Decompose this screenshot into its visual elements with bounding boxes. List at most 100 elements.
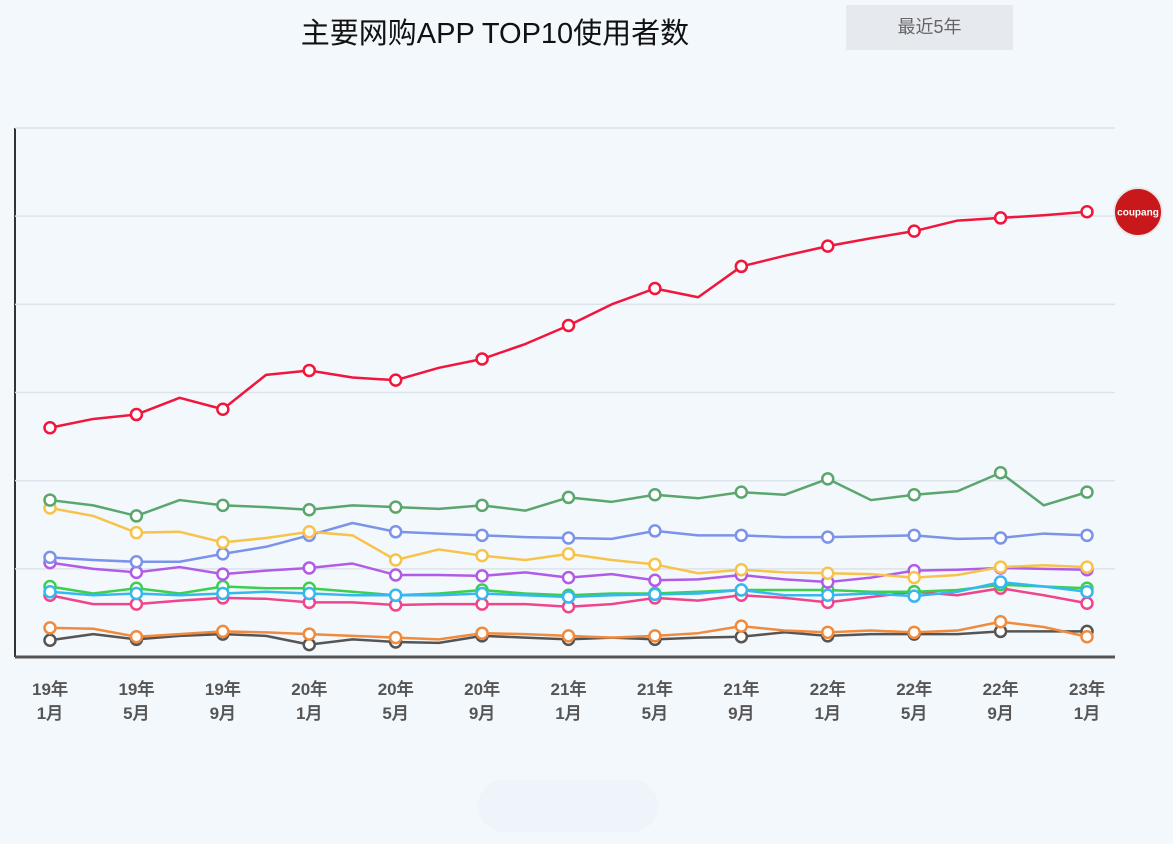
point-marker — [216, 586, 230, 601]
point-marker — [1080, 560, 1094, 574]
point-marker — [821, 625, 835, 640]
point-marker — [388, 500, 403, 514]
point-marker — [129, 629, 144, 644]
point-marker — [734, 485, 749, 499]
point-marker — [302, 363, 316, 378]
period-button[interactable]: 最近5年 — [846, 5, 1013, 50]
point-marker — [648, 281, 662, 296]
x-tick-label: 21年 1月 — [550, 680, 587, 723]
point-marker — [907, 570, 921, 585]
point-marker — [475, 528, 489, 543]
point-marker — [993, 560, 1008, 574]
point-marker — [302, 561, 316, 575]
point-marker — [43, 621, 57, 635]
point-marker — [388, 525, 403, 539]
point-marker — [993, 575, 1008, 589]
point-marker — [216, 535, 230, 550]
point-marker — [302, 586, 316, 601]
point-marker — [129, 586, 144, 601]
point-marker — [129, 407, 144, 422]
point-marker — [734, 528, 749, 543]
point-marker — [388, 630, 403, 645]
point-marker — [1080, 205, 1094, 219]
point-marker — [648, 524, 662, 538]
point-marker — [43, 421, 57, 435]
point-marker — [1080, 629, 1094, 644]
x-tick-label: 22年 1月 — [809, 680, 846, 723]
point-marker — [388, 568, 403, 582]
point-marker — [821, 530, 835, 544]
point-marker — [734, 259, 749, 274]
point-marker — [734, 583, 749, 597]
point-marker — [561, 590, 576, 604]
point-marker — [475, 352, 489, 366]
x-tick-label: 21年 5月 — [636, 680, 673, 723]
point-marker — [43, 493, 57, 507]
point-marker — [129, 525, 144, 540]
badge-label: coupang — [1117, 208, 1159, 219]
point-marker — [821, 588, 835, 603]
point-marker — [561, 629, 576, 643]
x-tick-label: 19年 1月 — [32, 680, 68, 723]
point-marker — [302, 627, 316, 641]
point-marker — [821, 239, 835, 253]
point-marker — [43, 633, 57, 647]
point-marker — [43, 550, 57, 565]
x-tick-label: 20年 1月 — [291, 680, 328, 723]
point-marker — [1080, 596, 1094, 610]
point-marker — [1080, 485, 1094, 499]
x-tick-label: 23年 1月 — [1069, 680, 1105, 723]
point-marker — [216, 567, 230, 581]
point-marker — [907, 625, 921, 640]
x-tick-label: 19年 9月 — [204, 680, 241, 723]
point-marker — [648, 573, 662, 588]
point-marker — [734, 619, 749, 633]
x-tick-label: 20年 9月 — [464, 680, 501, 723]
point-marker — [561, 570, 576, 585]
point-marker — [561, 490, 576, 505]
point-marker — [993, 211, 1008, 225]
point-marker — [475, 498, 489, 513]
x-tick-label: 19年 5月 — [118, 680, 155, 723]
point-marker — [216, 498, 230, 513]
point-marker — [907, 589, 921, 603]
point-marker — [993, 614, 1008, 629]
point-marker — [129, 555, 144, 569]
point-marker — [734, 562, 749, 577]
point-marker — [216, 624, 230, 639]
point-marker — [821, 472, 835, 486]
x-tick-label: 22年 9月 — [982, 680, 1019, 723]
point-marker — [43, 585, 57, 599]
point-marker — [907, 488, 921, 502]
point-marker — [648, 587, 662, 602]
point-marker — [561, 547, 576, 561]
point-marker — [821, 566, 835, 580]
x-tick-label: 20年 5月 — [377, 680, 414, 723]
point-marker — [1080, 528, 1094, 543]
point-marker — [907, 528, 921, 543]
point-marker — [475, 626, 489, 640]
point-marker — [129, 509, 144, 523]
point-marker — [388, 553, 403, 567]
point-marker — [475, 548, 489, 563]
point-marker — [561, 531, 576, 545]
point-marker — [1080, 585, 1094, 599]
badge — [1113, 187, 1163, 237]
point-marker — [648, 557, 662, 572]
point-marker — [302, 525, 316, 539]
point-marker — [302, 503, 316, 517]
x-tick-label: 21年 9月 — [723, 680, 760, 723]
point-marker — [648, 488, 662, 502]
x-tick-label: 22年 5月 — [896, 680, 933, 723]
point-marker — [648, 629, 662, 643]
point-marker — [388, 373, 403, 387]
legend — [478, 780, 658, 832]
plot — [15, 127, 1115, 658]
point-marker — [993, 465, 1008, 480]
point-marker — [388, 588, 403, 603]
point-marker — [216, 402, 230, 417]
point-marker — [475, 586, 489, 601]
point-marker — [561, 318, 576, 333]
point-marker — [993, 531, 1008, 545]
